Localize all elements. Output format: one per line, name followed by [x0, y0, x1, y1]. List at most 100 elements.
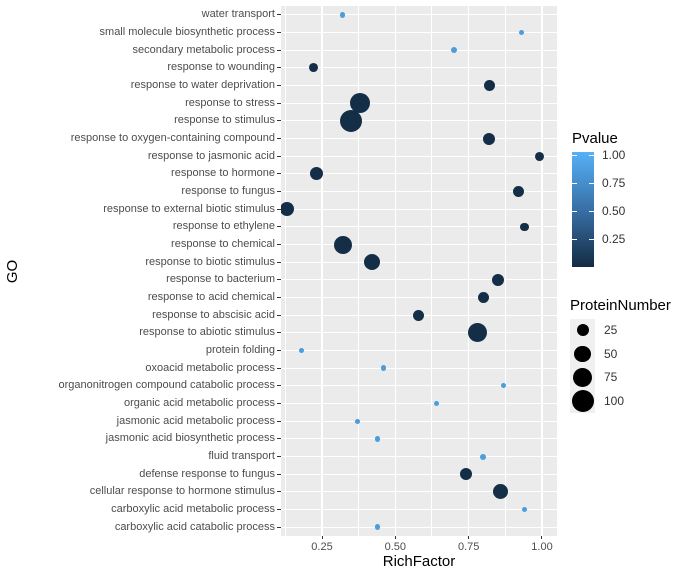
protein-number-legend-label: 75 — [604, 370, 618, 385]
y-axis-label: response to external biotic stimulus — [103, 202, 275, 215]
data-point — [340, 109, 363, 132]
gridline-major-horizontal — [281, 191, 557, 192]
pvalue-colorbar-tick — [589, 210, 594, 212]
y-axis-label: response to fungus — [181, 185, 275, 197]
y-axis-tick — [277, 456, 281, 457]
data-point — [477, 292, 489, 303]
y-axis-label: fluid transport — [208, 450, 275, 462]
pvalue-colorbar-tick — [572, 182, 577, 184]
protein-number-legend-dot — [571, 389, 594, 412]
protein-number-legend-label: 25 — [604, 323, 618, 338]
y-axis-label: response to bacterium — [166, 273, 275, 286]
y-axis-label: protein folding — [205, 344, 275, 356]
y-axis-label: response to oxygen-containing compound — [70, 132, 275, 144]
gridline-major-horizontal — [281, 473, 557, 475]
y-axis-label: response to abscisic acid — [152, 308, 275, 321]
gridline-major-horizontal — [281, 102, 557, 104]
data-point — [480, 453, 487, 460]
gridline-minor-vertical — [504, 6, 506, 536]
data-point — [281, 202, 294, 217]
x-axis-tick-label: 0.50 — [384, 541, 407, 553]
pvalue-legend-title: Pvalue — [572, 130, 618, 147]
data-point — [534, 151, 544, 161]
pvalue-colorbar-tick — [572, 154, 577, 156]
data-point — [433, 400, 440, 407]
data-point — [413, 309, 425, 321]
data-point — [483, 80, 495, 91]
y-axis-tick — [277, 420, 281, 422]
y-axis-tick — [277, 473, 281, 475]
gridline-major-horizontal — [281, 509, 557, 510]
x-axis-tick — [468, 536, 470, 539]
gridline-major-horizontal — [281, 456, 557, 457]
y-axis-tick — [277, 297, 281, 298]
gridline-major-horizontal — [281, 67, 557, 69]
y-axis-tick — [277, 526, 281, 528]
y-axis-tick — [277, 102, 281, 104]
gridline-major-horizontal — [281, 85, 557, 86]
y-axis-tick — [277, 438, 281, 440]
x-axis-title: RichFactor — [382, 553, 456, 570]
data-point — [375, 436, 381, 442]
y-axis-tick — [277, 385, 281, 387]
gridline-major-vertical — [321, 6, 323, 536]
y-axis-tick — [277, 244, 281, 245]
y-axis-label: response to stress — [185, 96, 275, 109]
gridline-major-horizontal — [281, 226, 557, 228]
gridline-major-horizontal — [281, 261, 557, 263]
protein-number-legend-label: 50 — [604, 346, 618, 361]
plot-panel — [281, 6, 557, 536]
gridline-major-horizontal — [281, 32, 557, 33]
protein-number-legend-dot — [574, 345, 591, 362]
gridline-major-horizontal — [281, 403, 557, 404]
y-axis-label: organic acid metabolic process — [123, 397, 275, 409]
y-axis-label: response to hormone — [171, 167, 275, 180]
data-point — [467, 323, 487, 343]
y-axis-label: small molecule biosynthetic process — [99, 26, 275, 38]
gridline-major-horizontal — [281, 438, 557, 440]
data-point — [308, 63, 318, 73]
data-point — [339, 12, 346, 18]
y-axis-label-column: water transport small molecule biosynthet… — [0, 6, 275, 536]
y-axis-label: carboxylic acid catabolic process — [114, 520, 275, 533]
data-point — [491, 273, 505, 287]
y-axis-tick — [277, 403, 281, 404]
pvalue-colorbar-tick — [572, 210, 577, 212]
gridline-major-vertical — [541, 6, 543, 536]
pvalue-legend-label: 0.75 — [602, 176, 626, 191]
gridline-major-vertical — [467, 6, 470, 536]
gridline-major-horizontal — [281, 332, 557, 334]
gridline-major-horizontal — [281, 244, 557, 245]
protein-number-legend-dot — [576, 324, 589, 337]
y-axis-label: water transport — [201, 8, 275, 21]
y-axis-tick — [277, 367, 281, 369]
data-point — [363, 254, 380, 271]
x-axis-tick — [321, 536, 323, 539]
y-axis-label: response to water deprivation — [130, 79, 275, 91]
data-point — [518, 29, 525, 36]
x-axis-tick-label: 1.00 — [531, 541, 553, 553]
y-axis-tick — [277, 350, 281, 351]
data-point — [349, 92, 371, 114]
protein-number-legend-dot — [572, 367, 593, 387]
pvalue-colorbar — [572, 152, 594, 267]
gridline-major-horizontal — [281, 138, 557, 139]
y-axis-tick — [277, 226, 281, 228]
gridline-minor-vertical — [284, 6, 286, 536]
gridline-major-horizontal — [281, 120, 557, 122]
x-axis-tick — [394, 536, 396, 539]
pvalue-legend-label: 0.50 — [602, 204, 626, 219]
data-point — [333, 235, 352, 254]
data-point — [309, 167, 323, 181]
data-point — [483, 132, 496, 145]
data-point — [493, 484, 509, 500]
gridline-major-horizontal — [281, 297, 557, 298]
y-axis-label: organonitrogen compound catabolic proces… — [58, 379, 275, 392]
x-axis-tick — [541, 536, 543, 539]
y-axis-label: secondary metabolic process — [132, 43, 275, 56]
y-axis-label: response to biotic stimulus — [145, 255, 275, 268]
y-axis-label: response to abiotic stimulus — [139, 326, 275, 339]
gridline-minor-vertical — [431, 6, 433, 536]
gridline-major-horizontal — [281, 491, 557, 493]
